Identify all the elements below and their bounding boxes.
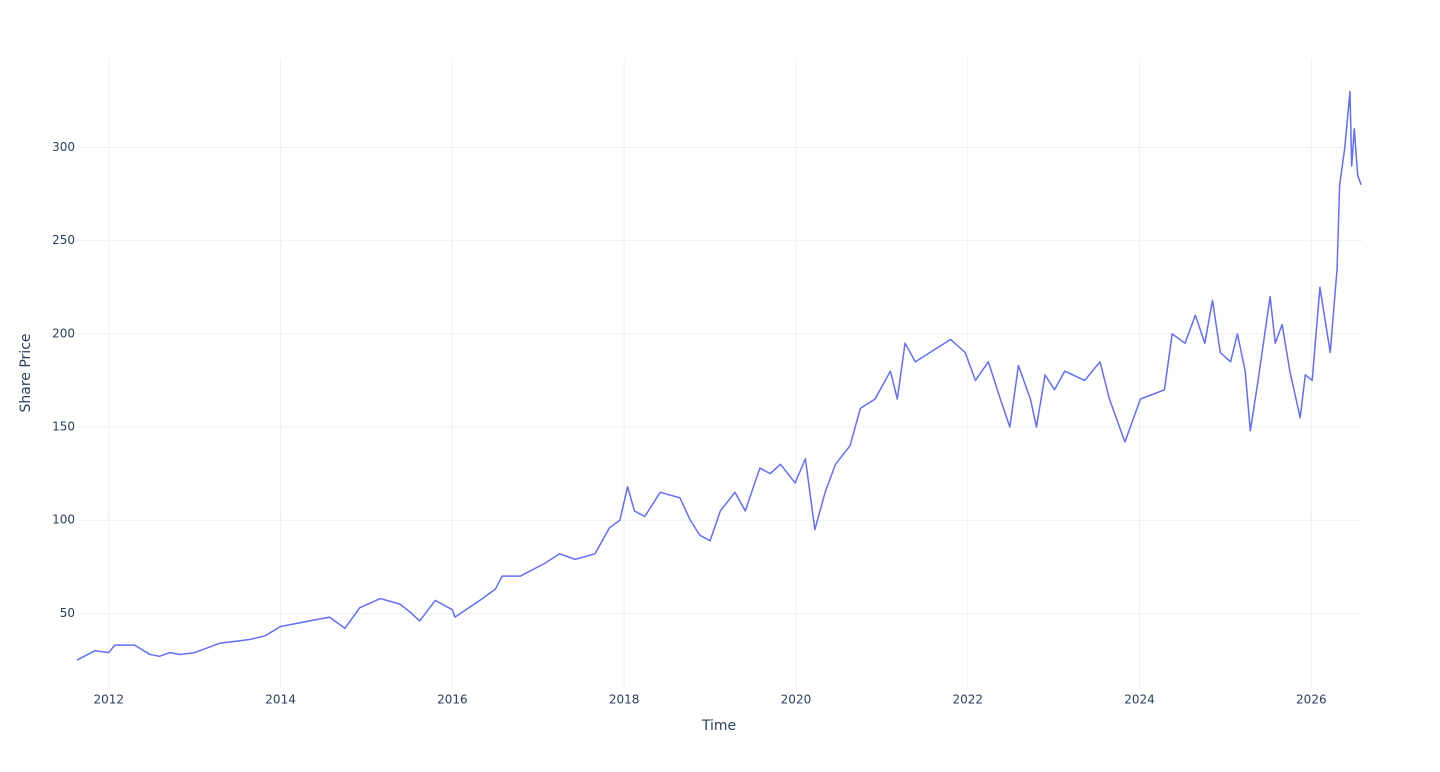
x-tick-label: 2024	[1124, 693, 1155, 707]
x-tick-label: 2016	[437, 693, 468, 707]
y-tick-label: 300	[52, 140, 75, 154]
x-tick-label: 2014	[265, 693, 296, 707]
y-tick-label: 50	[60, 606, 75, 620]
x-tick-label: 2020	[781, 693, 812, 707]
y-tick-label: 250	[52, 233, 75, 247]
y-tick-label: 200	[52, 326, 75, 340]
price-line	[76, 90, 1362, 661]
y-axis-title: Share Price	[18, 333, 34, 412]
x-tick-label: 2012	[94, 693, 125, 707]
x-axis-title: Time	[701, 718, 736, 734]
y-tick-label: 150	[52, 420, 75, 434]
x-tick-label: 2022	[952, 693, 983, 707]
x-tick-label: 2018	[609, 693, 640, 707]
y-tick-label: 100	[52, 513, 75, 527]
x-tick-label: 2026	[1296, 693, 1327, 707]
